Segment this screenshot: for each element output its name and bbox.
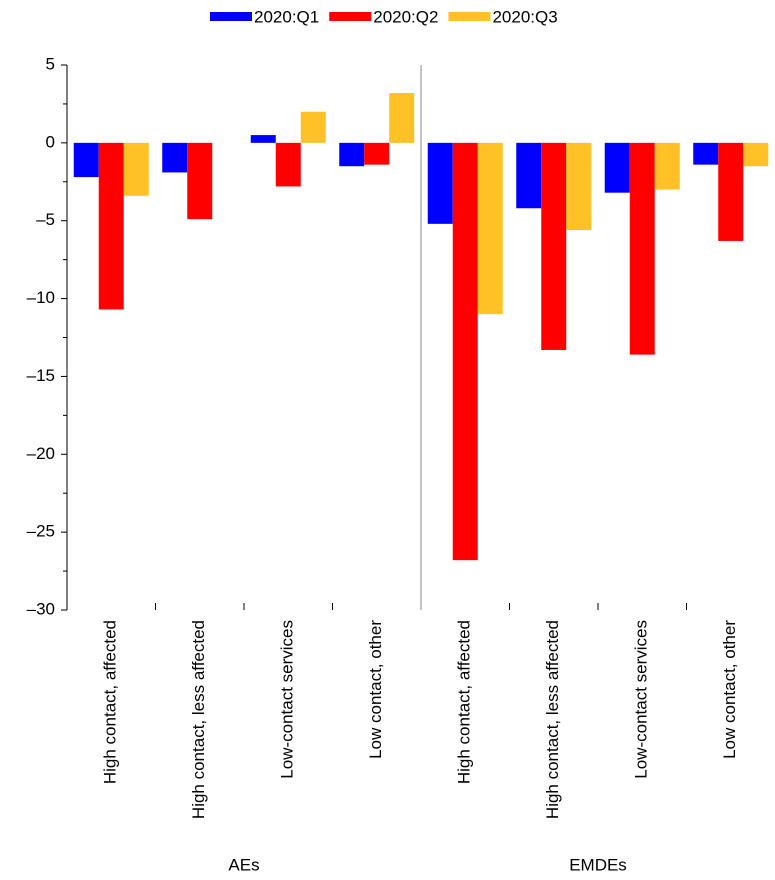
- group-label: AEs: [228, 855, 259, 874]
- y-tick-label: –5: [36, 210, 55, 229]
- legend-swatch: [329, 12, 372, 21]
- x-tick-label: Low contact, other: [366, 620, 385, 759]
- bar: [123, 142, 149, 196]
- legend-label: 2020:Q2: [373, 7, 438, 26]
- bar: [427, 142, 453, 224]
- bar: [477, 142, 503, 315]
- bar: [187, 142, 213, 220]
- bar: [718, 142, 744, 241]
- x-tick-label: High contact, less affected: [543, 620, 562, 819]
- y-tick-label: –10: [27, 288, 55, 307]
- legend-swatch: [210, 12, 252, 21]
- bar: [162, 142, 188, 173]
- group-label: EMDEs: [569, 855, 627, 874]
- y-tick-label: –30: [27, 599, 55, 618]
- y-tick-label: –25: [27, 522, 55, 541]
- x-tick-label: High contact, affected: [455, 620, 474, 784]
- legend-label: 2020:Q1: [254, 7, 319, 26]
- bar: [604, 142, 630, 193]
- bar: [250, 135, 276, 143]
- x-tick-label: Low-contact services: [632, 620, 651, 779]
- legend-label: 2020:Q3: [492, 7, 557, 26]
- bar: [389, 93, 415, 143]
- y-tick-label: –20: [27, 444, 55, 463]
- bar: [339, 142, 365, 167]
- bar: [275, 142, 301, 187]
- bar: [541, 142, 567, 350]
- y-tick-label: –15: [27, 366, 55, 385]
- x-tick-label: Low-contact services: [278, 620, 297, 779]
- bar: [364, 142, 390, 165]
- y-tick-label: 0: [46, 132, 55, 151]
- bar: [629, 142, 655, 355]
- bar: [743, 142, 769, 167]
- bar: [300, 111, 326, 143]
- legend-swatch: [448, 12, 491, 21]
- x-tick-label: Low contact, other: [720, 620, 739, 759]
- bar: [98, 142, 124, 310]
- bar: [566, 142, 592, 231]
- bar: [516, 142, 542, 209]
- bar: [452, 142, 478, 561]
- y-tick-label: 5: [46, 54, 55, 73]
- bar: [654, 142, 680, 190]
- x-tick-label: High contact, affected: [101, 620, 120, 784]
- bar: [693, 142, 719, 165]
- bar: [73, 142, 99, 178]
- x-tick-label: High contact, less affected: [189, 620, 208, 819]
